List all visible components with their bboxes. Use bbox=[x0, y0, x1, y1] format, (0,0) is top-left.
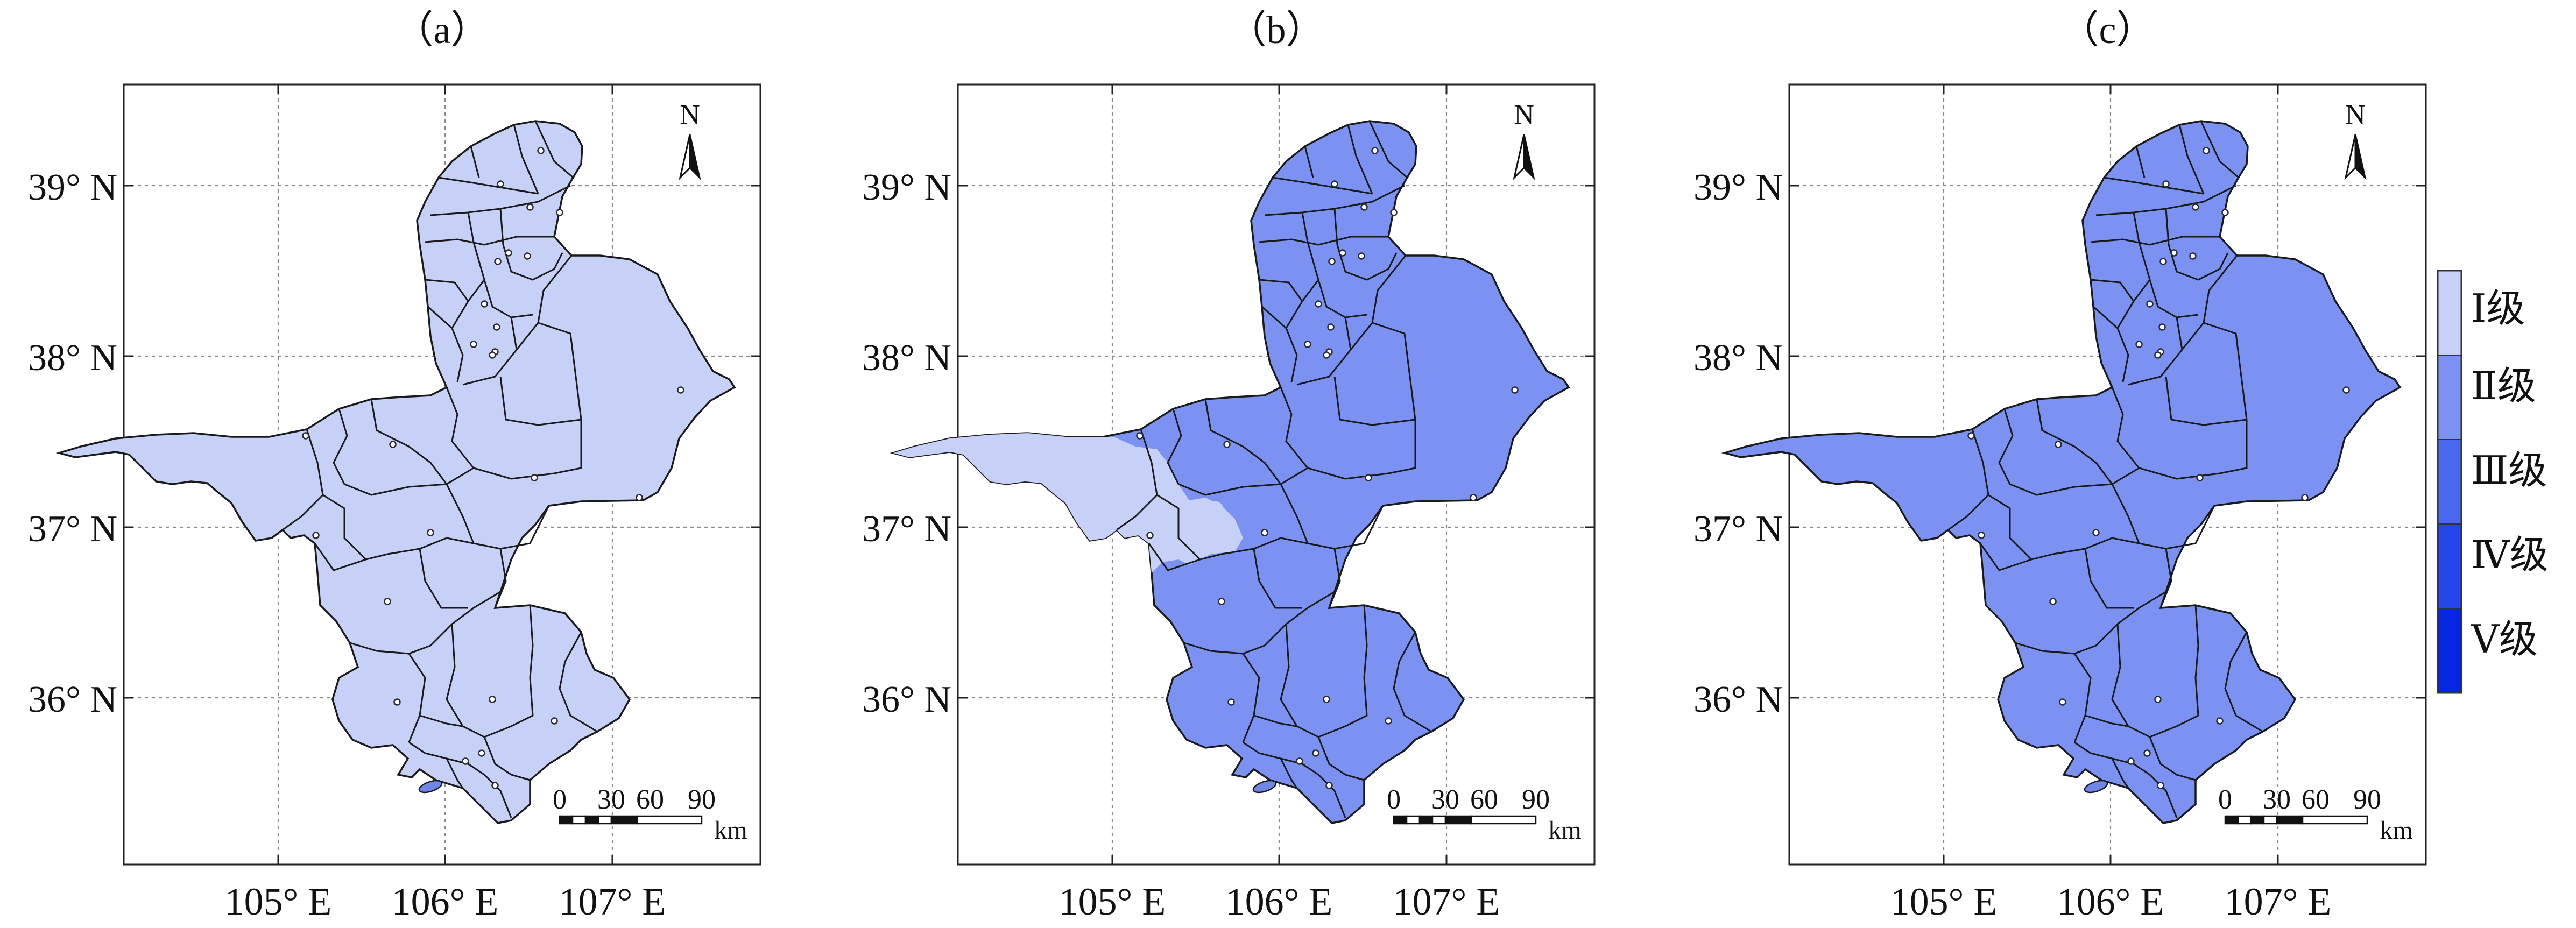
lake bbox=[2084, 780, 2108, 794]
lat-tick-label: 38° N bbox=[28, 337, 117, 379]
lat-tick-label: 39° N bbox=[862, 167, 951, 208]
scale-tick-label: 60 bbox=[636, 784, 664, 815]
lat-tick-label: 37° N bbox=[28, 508, 117, 550]
scale-tick-label: 30 bbox=[1431, 784, 1459, 815]
map-panel-3: （c） 39° N 38° N 37° N 36° N 105° E 106° E 107° … bbox=[1693, 9, 2427, 923]
graticule bbox=[1789, 84, 2426, 865]
north-arrow bbox=[2345, 133, 2366, 179]
graticule bbox=[124, 84, 760, 865]
lon-tick-label: 107° E bbox=[1393, 880, 1500, 923]
lon-tick-label: 105° E bbox=[225, 880, 332, 923]
legend-label: Ⅰ级 bbox=[2471, 287, 2525, 330]
lat-tick-label: 36° N bbox=[28, 679, 117, 720]
panel-label: （a） bbox=[395, 9, 490, 52]
scale-unit: km bbox=[714, 816, 747, 845]
legend: Ⅰ级 Ⅱ级 Ⅲ级 Ⅳ级 Ⅴ级 bbox=[2437, 270, 2549, 694]
scale-tick-label: 0 bbox=[553, 784, 567, 815]
sub-region-patch bbox=[1204, 501, 1223, 516]
lon-tick-label: 106° E bbox=[1226, 880, 1333, 923]
scale-tick-label: 60 bbox=[1470, 784, 1498, 815]
map-panel-2: （b） 39° N 38° N 37° N 36° N 105° E 106° E 107° … bbox=[862, 9, 1596, 923]
lon-tick-label: 106° E bbox=[392, 880, 499, 923]
scale-tick-label: 0 bbox=[1387, 784, 1401, 815]
scale-unit: km bbox=[2380, 816, 2412, 845]
lon-tick-label: 107° E bbox=[559, 880, 666, 923]
legend-label: Ⅱ级 bbox=[2471, 365, 2536, 408]
legend-swatch bbox=[2437, 270, 2462, 356]
lake bbox=[418, 780, 443, 794]
legend-label: Ⅳ级 bbox=[2471, 534, 2549, 577]
north-arrow bbox=[679, 133, 701, 179]
legend-label: Ⅴ级 bbox=[2471, 618, 2538, 661]
lat-tick-label: 38° N bbox=[862, 337, 951, 379]
map-frame bbox=[1788, 83, 2427, 866]
legend-label: Ⅲ级 bbox=[2471, 449, 2547, 492]
lat-tick-label: 39° N bbox=[28, 167, 117, 208]
legend-swatch bbox=[2437, 355, 2462, 440]
north-label: N bbox=[1514, 100, 1534, 130]
lat-tick-label: 38° N bbox=[1693, 337, 1783, 379]
lat-tick-label: 39° N bbox=[1693, 167, 1783, 208]
legend-swatch bbox=[2437, 608, 2462, 693]
north-label: N bbox=[680, 100, 700, 130]
scale-tick-label: 30 bbox=[597, 784, 625, 815]
legend-swatch bbox=[2437, 439, 2462, 525]
scale-tick-label: 60 bbox=[2302, 784, 2330, 815]
map-frame bbox=[123, 83, 761, 866]
scale-tick-label: 90 bbox=[2353, 784, 2381, 815]
lake bbox=[1252, 780, 1277, 794]
map-frame bbox=[957, 83, 1596, 866]
lat-tick-label: 37° N bbox=[1693, 508, 1783, 550]
scale-tick-label: 0 bbox=[2218, 784, 2232, 815]
lon-tick-label: 105° E bbox=[1890, 880, 1998, 923]
scale-tick-label: 90 bbox=[688, 784, 716, 815]
province-fill bbox=[58, 120, 736, 824]
lat-tick-label: 36° N bbox=[1693, 679, 1783, 720]
scale-tick-label: 30 bbox=[2263, 784, 2291, 815]
scale-tick-label: 90 bbox=[1522, 784, 1550, 815]
graticule bbox=[958, 84, 1594, 865]
north-label: N bbox=[2345, 100, 2366, 130]
scale-unit: km bbox=[1548, 816, 1581, 845]
lon-tick-label: 106° E bbox=[2057, 880, 2164, 923]
lat-tick-label: 36° N bbox=[862, 679, 951, 720]
north-arrow bbox=[1513, 133, 1535, 179]
panel-label: （c） bbox=[2060, 9, 2155, 52]
lon-tick-label: 105° E bbox=[1059, 880, 1166, 923]
legend-frame bbox=[2437, 270, 2462, 694]
legend-swatch bbox=[2437, 523, 2462, 609]
province-fill bbox=[1724, 120, 2401, 824]
panel-label: （b） bbox=[1227, 9, 1324, 52]
lat-tick-label: 37° N bbox=[862, 508, 951, 550]
map-panel-1: （a） 39° N 38° N 37° N 36° N 105° E 106° E 107° … bbox=[28, 9, 761, 923]
lon-tick-label: 107° E bbox=[2225, 880, 2332, 923]
